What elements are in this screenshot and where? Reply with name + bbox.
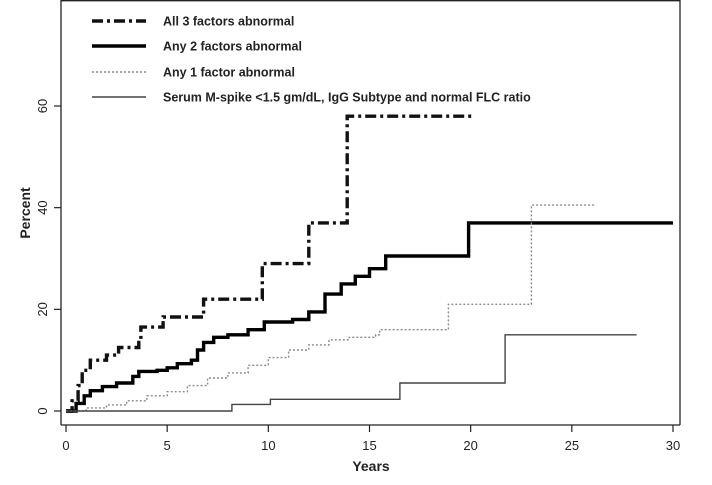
series-line-4 [66, 334, 637, 412]
x-tick-label: 5 [164, 438, 171, 453]
x-tick-label: 15 [362, 438, 376, 453]
x-tick-label: 25 [565, 438, 579, 453]
x-axis-title: Years [352, 458, 390, 474]
x-tick-label: 0 [62, 438, 69, 453]
series-line-3 [66, 204, 597, 412]
y-axis-title: Percent [17, 187, 33, 239]
y-tick-label: 0 [35, 407, 50, 414]
x-tick-label: 20 [463, 438, 477, 453]
series-line-1 [66, 114, 475, 413]
y-axis-ticks: 0 20 40 60 [35, 99, 61, 415]
legend-label-4: Serum M-spike <1.5 gm/dL, IgG Subtype an… [163, 91, 531, 105]
legend: All 3 factors abnormal Any 2 factors abno… [92, 15, 531, 105]
legend-label-2: Any 2 factors abnormal [163, 40, 302, 54]
y-tick-label: 60 [35, 99, 50, 113]
legend-label-1: All 3 factors abnormal [163, 15, 294, 29]
x-tick-label: 30 [666, 438, 680, 453]
series-lines [66, 114, 673, 413]
y-tick-label: 40 [35, 200, 50, 214]
y-tick-label: 20 [35, 302, 50, 316]
series-line-2 [66, 221, 673, 413]
x-axis-ticks: 0 5 10 15 20 25 30 [62, 425, 680, 453]
x-tick-label: 10 [261, 438, 275, 453]
legend-label-3: Any 1 factor abnormal [163, 66, 295, 80]
